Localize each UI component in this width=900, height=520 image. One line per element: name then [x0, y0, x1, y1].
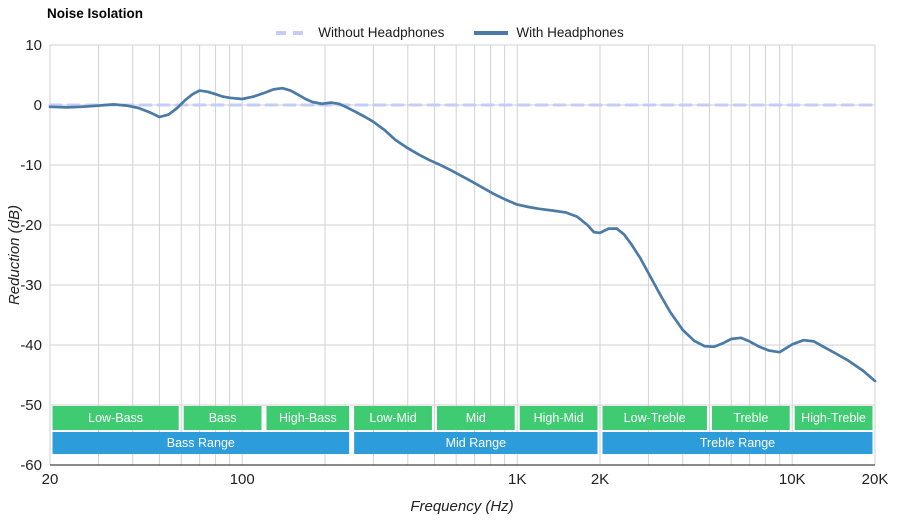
legend-item-without-headphones: Without Headphones: [276, 25, 444, 40]
y-tick-label: -20: [20, 217, 42, 234]
legend-label: With Headphones: [516, 25, 624, 40]
y-axis-title: Reduction (dB): [6, 204, 23, 306]
sub-band-rect: [183, 406, 262, 430]
x-tick-label: 20: [42, 471, 59, 488]
sub-band-rect: [602, 406, 707, 430]
x-tick-label: 10K: [779, 471, 806, 488]
y-tick-label: -60: [20, 457, 42, 474]
sub-band-label: Low-Bass: [88, 411, 143, 425]
legend-swatch-line-icon: [474, 30, 509, 35]
sub-band-label: Low-Mid: [369, 411, 416, 425]
legend-label: Without Headphones: [318, 25, 445, 40]
y-tick-label: -30: [20, 277, 42, 294]
main-band-label: Bass Range: [167, 436, 235, 450]
sub-band-label: Bass: [209, 411, 237, 425]
sub-band-label: Treble: [733, 411, 768, 425]
sub-band-label: High-Treble: [801, 411, 866, 425]
main-band-label: Treble Range: [700, 436, 775, 450]
sub-band-label: Mid: [466, 411, 486, 425]
main-band-rect: [52, 432, 350, 454]
main-band-rect: [354, 432, 598, 454]
sub-band-label: High-Mid: [534, 411, 584, 425]
sub-band-rect: [354, 406, 432, 430]
y-tick-label: -50: [20, 397, 42, 414]
chart-title: Noise Isolation: [47, 6, 144, 21]
sub-band-rect: [794, 406, 873, 430]
legend-item-with-headphones: With Headphones: [474, 25, 624, 40]
sub-band-rect: [436, 406, 515, 430]
series-with-headphones: [48, 86, 877, 383]
x-tick-label: 2K: [591, 471, 609, 488]
y-tick-label: -10: [20, 157, 42, 174]
sub-band-rect: [52, 406, 179, 430]
x-tick-label: 100: [230, 471, 255, 488]
legend-swatch-line-icon: [276, 30, 311, 35]
sub-band-rect: [711, 406, 790, 430]
sub-band-rect: [519, 406, 598, 430]
sub-band-label: Low-Treble: [624, 411, 686, 425]
y-tick-label: 10: [25, 37, 42, 54]
main-band-rect: [602, 432, 873, 454]
x-tick-label: 1K: [508, 471, 526, 488]
sub-band-label: High-Bass: [279, 411, 337, 425]
y-tick-label: 0: [34, 97, 42, 114]
legend: Without Headphones With Headphones: [0, 25, 900, 40]
y-tick-label: -40: [20, 337, 42, 354]
x-tick-label: 20K: [862, 471, 889, 488]
sub-band-rect: [266, 406, 350, 430]
main-band-label: Mid Range: [446, 436, 506, 450]
x-axis-title: Frequency (Hz): [410, 498, 514, 515]
